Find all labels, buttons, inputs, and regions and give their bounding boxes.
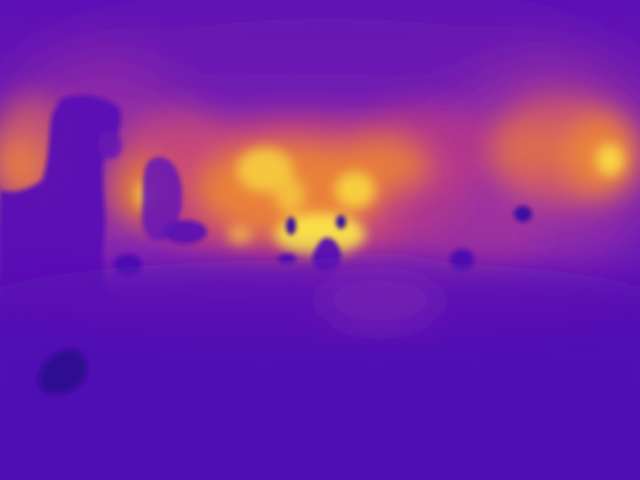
dark-dot xyxy=(336,215,346,229)
lower-floor xyxy=(0,260,640,480)
dark-dot xyxy=(163,220,207,244)
deep-blob-lower-left xyxy=(38,349,87,395)
second-column-shape xyxy=(141,156,183,242)
dark-dot xyxy=(514,206,532,222)
dark-dot xyxy=(98,131,122,159)
dark-dot xyxy=(286,217,296,235)
